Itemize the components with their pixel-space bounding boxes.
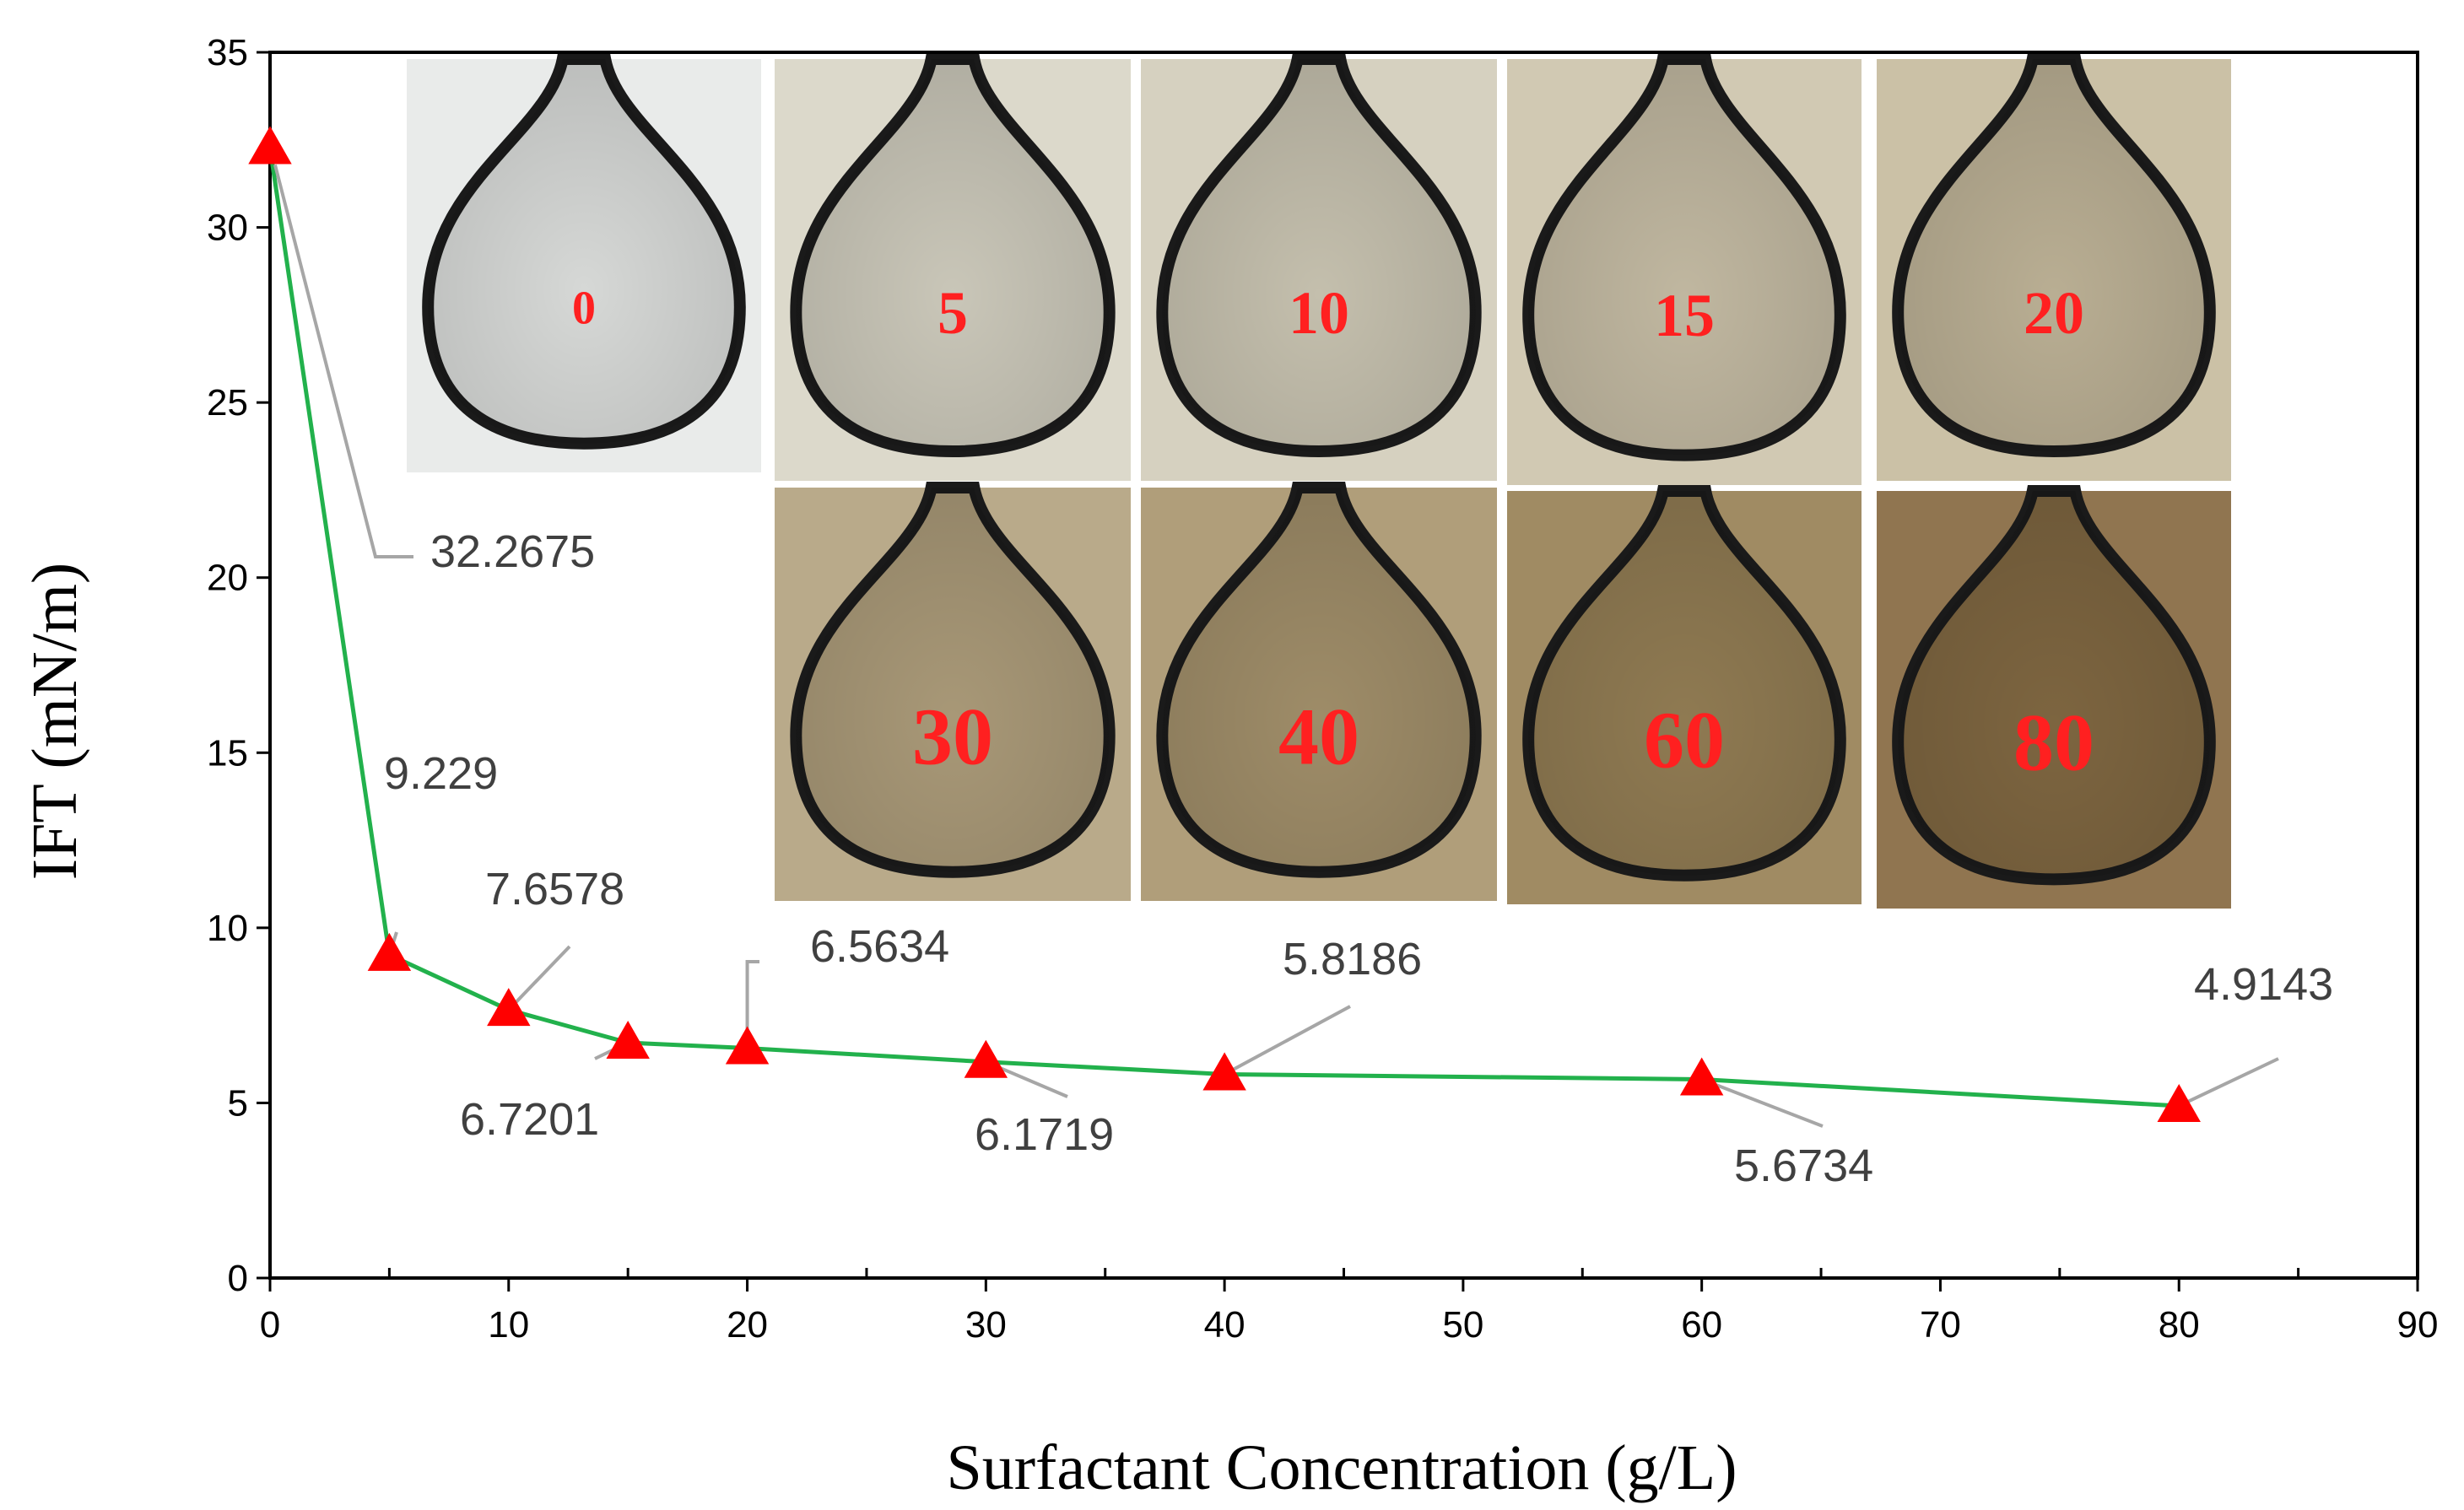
droplet-concentration-label: 30 <box>912 692 993 782</box>
data-point-marker <box>964 1039 1008 1078</box>
data-label: 6.5634 <box>810 921 949 972</box>
x-tick-label: 0 <box>260 1304 280 1346</box>
data-label: 4.9143 <box>2194 959 2333 1010</box>
leader-line <box>273 164 413 558</box>
x-tick-label: 30 <box>965 1304 1007 1346</box>
data-point-marker <box>1202 1052 1246 1091</box>
droplet-concentration-label: 60 <box>1644 695 1725 785</box>
droplet-shading <box>1162 59 1476 451</box>
droplet-concentration-label: 5 <box>938 279 968 347</box>
data-label: 32.2675 <box>430 526 595 577</box>
droplet-concentration-label: 0 <box>572 283 596 335</box>
droplet-shading <box>796 59 1110 451</box>
droplet-tile: 0 <box>407 53 761 472</box>
droplet-concentration-label: 15 <box>1654 282 1715 349</box>
y-tick-label: 15 <box>207 732 248 774</box>
droplet-tile: 5 <box>775 53 1131 481</box>
data-label: 5.8186 <box>1283 934 1422 984</box>
data-point-marker <box>1679 1057 1724 1096</box>
data-label: 5.6734 <box>1734 1141 1873 1191</box>
y-tick-label: 20 <box>207 558 248 599</box>
leader-line <box>1700 1077 1824 1128</box>
droplet-shading <box>1898 59 2210 451</box>
data-point-marker <box>725 1026 770 1065</box>
plot-area: 32.2675 9.229 7.6578 6.7201 6.5634 6.1719 5.81… <box>248 126 2333 1191</box>
leader-line <box>2178 1057 2279 1108</box>
droplet-tile: 80 <box>1877 485 2231 909</box>
leader-line <box>1224 1005 1351 1076</box>
data-label: 6.7201 <box>460 1094 599 1145</box>
droplet-shading <box>1528 491 1840 876</box>
droplet-shading <box>1162 488 1476 872</box>
droplet-shading <box>1898 491 2210 880</box>
droplet-tile: 20 <box>1877 53 2231 481</box>
droplet-concentration-label: 40 <box>1278 692 1359 782</box>
x-tick-label: 90 <box>2397 1304 2439 1346</box>
x-tick-label: 10 <box>488 1304 529 1346</box>
x-tick-label: 60 <box>1681 1304 1722 1346</box>
data-label: 6.1719 <box>975 1109 1114 1160</box>
leader-line <box>745 960 759 1032</box>
droplet-tile: 15 <box>1507 53 1862 485</box>
data-point-marker <box>487 988 531 1027</box>
droplet-tile: 10 <box>1141 53 1497 481</box>
y-tick-label: 30 <box>207 208 248 249</box>
droplet-shading <box>428 59 740 444</box>
data-point-marker <box>367 932 412 971</box>
x-tick-label: 80 <box>2159 1304 2200 1346</box>
data-label: 9.229 <box>384 748 498 799</box>
y-tick-label: 0 <box>228 1258 248 1299</box>
droplet-shading <box>1528 59 1840 456</box>
droplet-concentration-label: 20 <box>2024 279 2084 347</box>
droplet-concentration-label: 10 <box>1289 279 1349 347</box>
x-tick-label: 40 <box>1204 1304 1246 1346</box>
data-point-marker <box>2157 1083 2201 1122</box>
y-tick-label: 25 <box>207 382 248 423</box>
y-tick-label: 10 <box>207 908 248 949</box>
droplet-tile: 40 <box>1141 482 1497 901</box>
droplet-concentration-label: 80 <box>2013 698 2094 788</box>
y-tick-label: 5 <box>228 1082 248 1124</box>
x-axis-title: Surfactant Concentration (g/L) <box>946 1432 1737 1503</box>
data-point-marker <box>248 126 292 164</box>
y-tick-label: 35 <box>207 32 248 73</box>
x-tick-label: 50 <box>1442 1304 1483 1346</box>
droplet-images: 0 5 10 15 20 30 40 60 80 <box>407 53 2231 909</box>
data-point-marker <box>606 1021 650 1060</box>
droplet-shading <box>796 488 1110 872</box>
x-tick-label: 70 <box>1920 1304 1961 1346</box>
y-axis-title: IFT (mN/m) <box>19 563 90 880</box>
droplet-tile: 60 <box>1507 485 1862 904</box>
droplet-tile: 30 <box>775 482 1131 901</box>
x-tick-label: 20 <box>727 1304 768 1346</box>
leader-line <box>507 945 571 1011</box>
data-label: 7.6578 <box>485 864 624 914</box>
